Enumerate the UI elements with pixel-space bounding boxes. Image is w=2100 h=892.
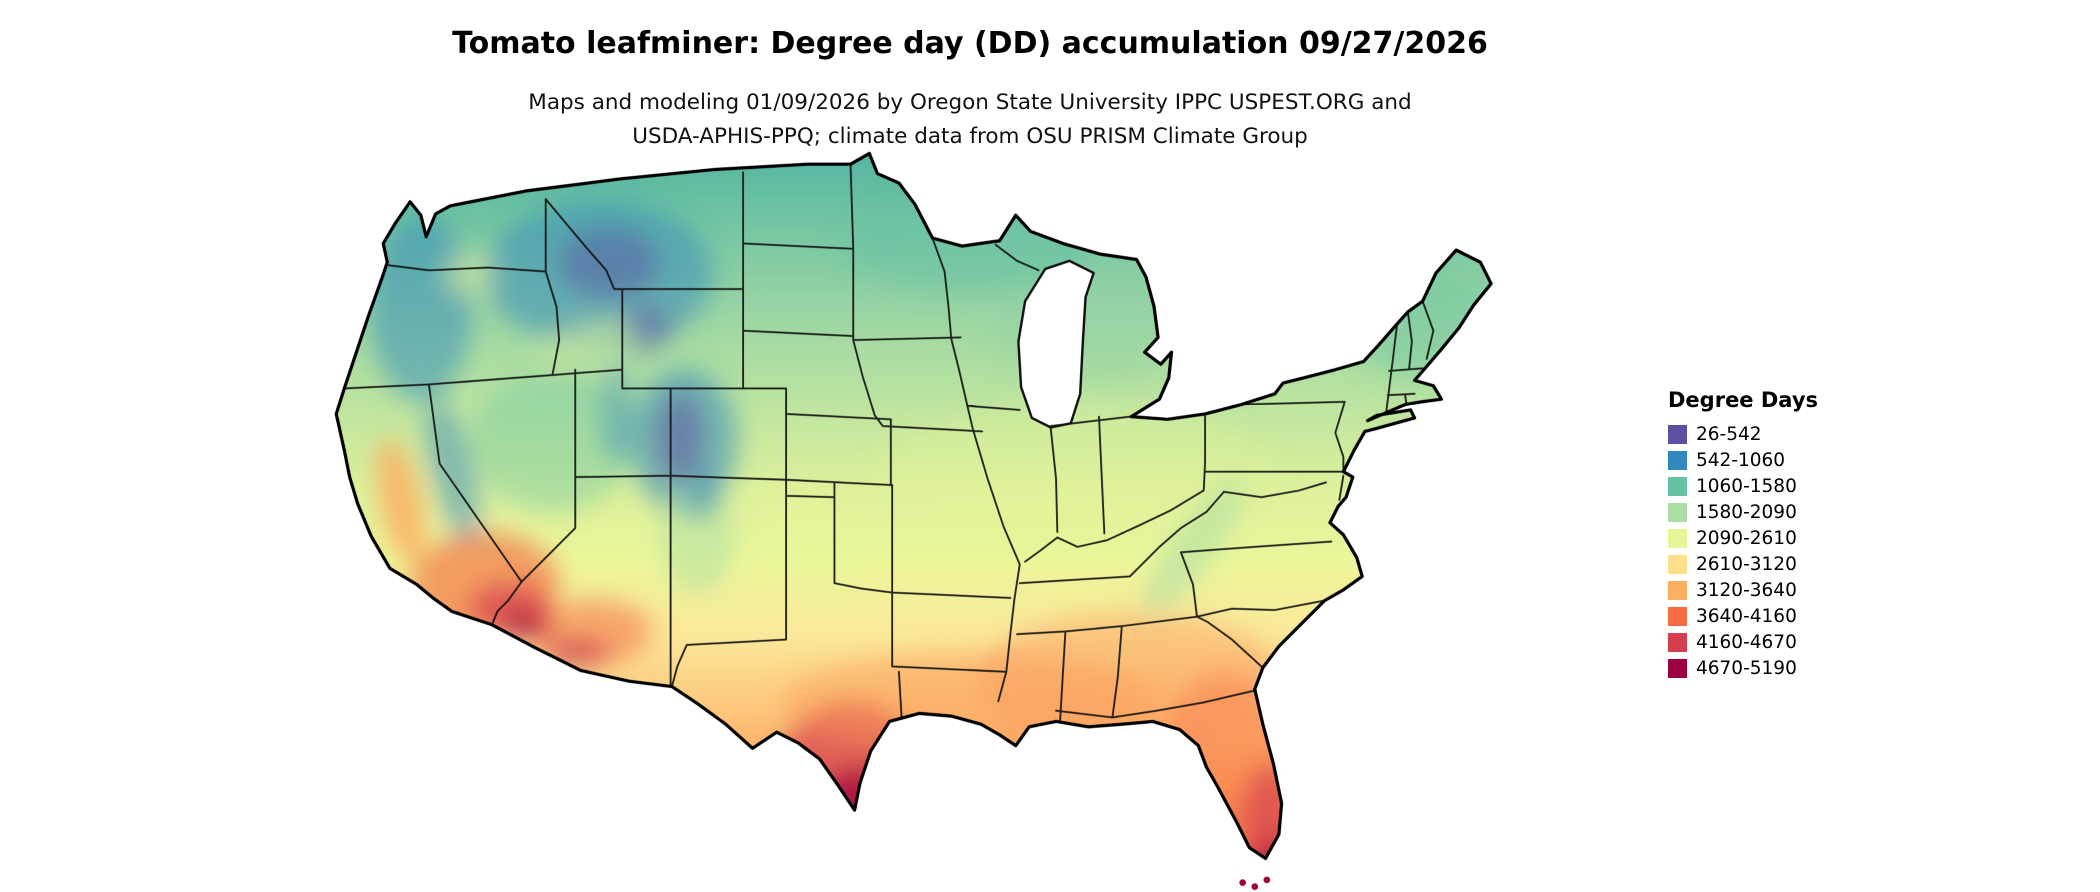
us-outline bbox=[334, 151, 1493, 861]
legend-title: Degree Days bbox=[1668, 388, 1819, 412]
map-legend: Degree Days 26-542 542-1060 1060-1580 1580-… bbox=[1668, 388, 1818, 681]
legend-label: 1060-1580 bbox=[1696, 475, 1797, 497]
page-subtitle: Maps and modeling 01/09/2026 by Oregon S… bbox=[0, 86, 1940, 154]
legend-color-swatch bbox=[1668, 658, 1687, 678]
legend-item: 4670-5190 bbox=[1668, 655, 1818, 681]
us-degree-day-map bbox=[250, 140, 1580, 892]
legend-color-swatch bbox=[1668, 476, 1687, 496]
legend-item: 542-1060 bbox=[1668, 447, 1818, 473]
legend-item: 3120-3640 bbox=[1668, 577, 1818, 603]
legend-label: 542-1060 bbox=[1696, 449, 1786, 471]
legend-item: 1060-1580 bbox=[1668, 473, 1818, 499]
subtitle-line-2: USDA-APHIS-PPQ; climate data from OSU PR… bbox=[632, 124, 1308, 149]
legend-item: 2090-2610 bbox=[1668, 525, 1818, 551]
legend-items: 26-542 542-1060 1060-1580 1580-2090 2090-261… bbox=[1668, 421, 1818, 681]
legend-item: 2610-3120 bbox=[1668, 551, 1818, 577]
subtitle-line-1: Maps and modeling 01/09/2026 by Oregon S… bbox=[528, 90, 1412, 115]
florida-keys-dots bbox=[1239, 876, 1271, 890]
legend-label: 1580-2090 bbox=[1696, 501, 1797, 523]
legend-color-swatch bbox=[1668, 554, 1687, 574]
legend-label: 26-542 bbox=[1696, 423, 1762, 445]
legend-label: 3640-4160 bbox=[1696, 605, 1797, 627]
legend-color-swatch bbox=[1668, 580, 1687, 600]
state-borders bbox=[343, 163, 1435, 723]
us-map-svg bbox=[334, 151, 1493, 890]
legend-color-swatch bbox=[1668, 450, 1687, 470]
legend-item: 1580-2090 bbox=[1668, 499, 1818, 525]
legend-label: 4670-5190 bbox=[1696, 657, 1797, 679]
legend-label: 2090-2610 bbox=[1696, 527, 1797, 549]
legend-label: 3120-3640 bbox=[1696, 579, 1797, 601]
legend-item: 4160-4670 bbox=[1668, 629, 1818, 655]
legend-label: 4160-4670 bbox=[1696, 631, 1797, 653]
map-gradient-layer bbox=[336, 153, 1492, 859]
legend-color-swatch bbox=[1668, 424, 1687, 444]
legend-color-swatch bbox=[1668, 502, 1687, 522]
legend-label: 2610-3120 bbox=[1696, 553, 1797, 575]
page-title: Tomato leafminer: Degree day (DD) accumu… bbox=[452, 26, 1488, 61]
legend-color-swatch bbox=[1668, 606, 1687, 626]
legend-color-swatch bbox=[1668, 528, 1687, 548]
legend-color-swatch bbox=[1668, 632, 1687, 652]
legend-item: 26-542 bbox=[1668, 421, 1818, 447]
legend-item: 3640-4160 bbox=[1668, 603, 1818, 629]
